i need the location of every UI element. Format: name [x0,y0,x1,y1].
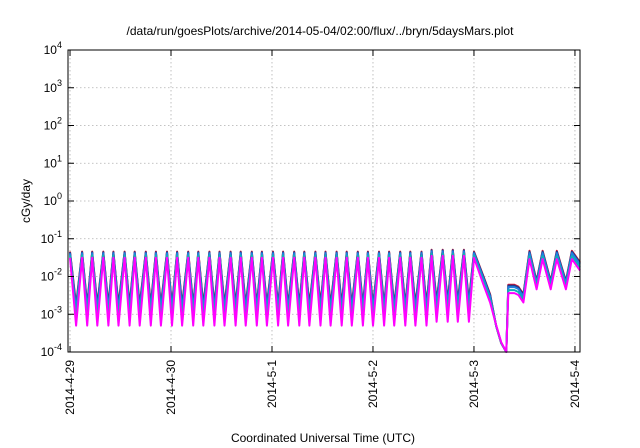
y-tick-label: 101 [44,153,62,170]
series-line-5 [69,254,581,353]
chart-title: /data/run/goesPlots/archive/2014-05-04/0… [127,24,515,38]
x-tick-label: 2014-4-30 [164,360,178,415]
y-tick-label: 10-4 [41,342,62,359]
x-tick-label: 2014-4-29 [63,360,77,415]
x-axis-label: Coordinated Universal Time (UTC) [231,431,415,445]
y-tick-label: 100 [44,191,62,208]
series-layer [69,248,581,353]
x-tick-label: 2014-5-2 [366,360,380,408]
grid [68,50,580,352]
y-tick-label: 103 [44,78,62,95]
x-tick-label: 2014-5-4 [568,360,582,408]
y-tick-label: 104 [44,40,62,57]
y-tick-label: 10-3 [41,304,62,321]
y-tick-label: 10-1 [41,229,62,246]
y-axis: 104 103 102 101 100 10-1 10-2 10-3 10-4 [41,40,580,359]
y-axis-label: cGy/day [19,179,33,223]
x-axis: 2014-4-29 2014-4-30 2014-5-1 2014-5-2 2014-5… [63,50,582,415]
x-tick-label: 2014-5-1 [265,360,279,408]
x-tick-label: 2014-5-3 [467,360,481,408]
y-tick-label: 102 [44,116,62,133]
y-tick-label: 10-2 [41,267,62,284]
